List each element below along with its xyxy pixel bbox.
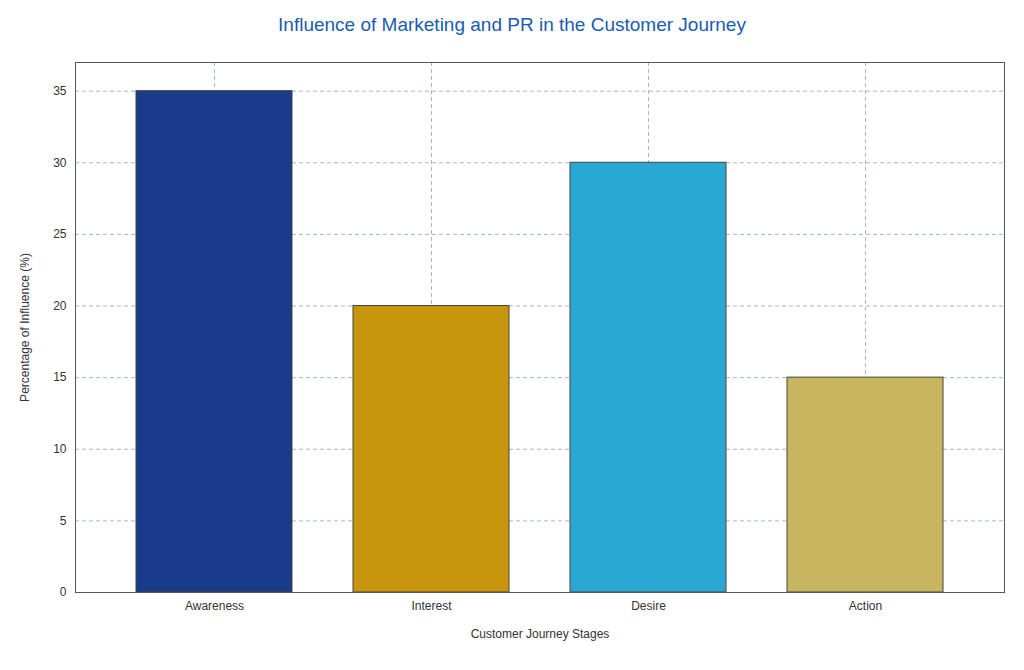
svg-text:Percentage of Influence (%): Percentage of Influence (%) <box>18 253 32 402</box>
svg-text:Action: Action <box>849 599 882 613</box>
svg-text:35: 35 <box>53 84 67 98</box>
svg-text:0: 0 <box>60 585 67 599</box>
svg-text:30: 30 <box>53 156 67 170</box>
svg-text:5: 5 <box>60 514 67 528</box>
html-text:Influence of Marketing and PR: Influence of Marketing and PR in the Cus… <box>278 14 746 35</box>
svg-text:Awareness: Awareness <box>185 599 244 613</box>
svg-text:10: 10 <box>53 442 67 456</box>
svg-text:20: 20 <box>53 299 67 313</box>
svg-text:Desire: Desire <box>631 599 666 613</box>
svg-text:25: 25 <box>53 227 67 241</box>
svg-text:Interest: Interest <box>411 599 452 613</box>
svg-text:15: 15 <box>53 370 67 384</box>
svg-text:Customer Journey Stages: Customer Journey Stages <box>471 627 610 641</box>
